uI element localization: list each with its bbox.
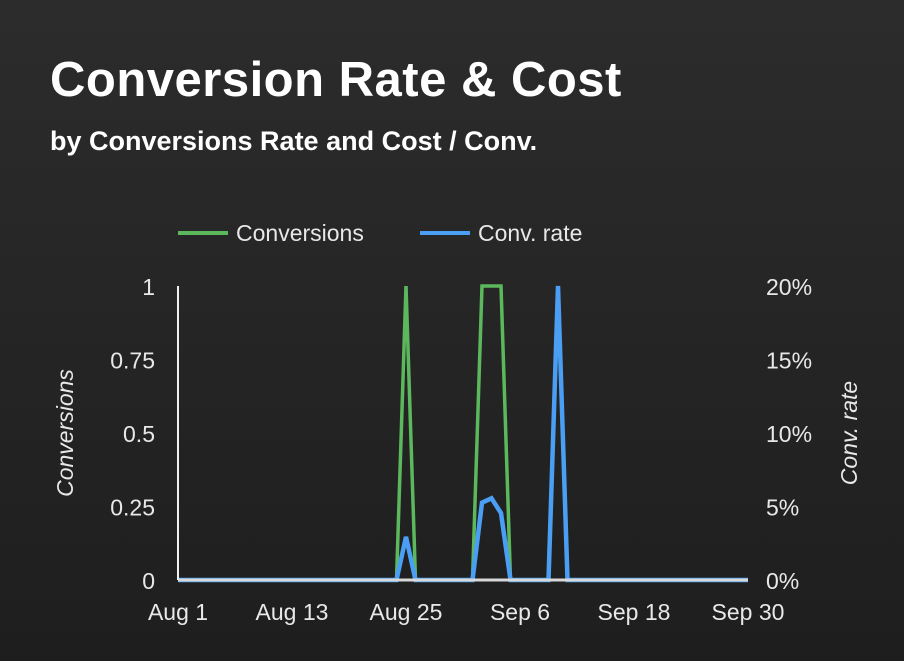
legend: Conversions Conv. rate	[178, 220, 582, 246]
x-tick-label: Aug 1	[148, 599, 208, 625]
x-tick-label: Aug 25	[370, 599, 443, 625]
legend-label: Conversions	[236, 220, 364, 246]
y-left-tick-label: 0	[142, 568, 155, 594]
y-right-tick-label: 0%	[766, 568, 799, 594]
y-right-tick-label: 10%	[766, 421, 812, 447]
page-subtitle: by Conversions Rate and Cost / Conv.	[50, 126, 538, 156]
y-right-tick-label: 20%	[766, 274, 812, 300]
y-left-tick-label: 0.75	[110, 348, 155, 374]
y-left-tick-label: 0.25	[110, 495, 155, 521]
x-tick-label: Sep 18	[598, 599, 671, 625]
legend-label: Conv. rate	[478, 220, 582, 246]
y-left-tick-label: 1	[142, 274, 155, 300]
x-tick-label: Sep 30	[712, 599, 785, 625]
x-tick-label: Aug 13	[256, 599, 329, 625]
y-left-axis-title: Conversions	[52, 369, 78, 497]
page-title: Conversion Rate & Cost	[50, 53, 622, 107]
series-line-conversions	[178, 284, 748, 582]
y-right-axis-title: Conv. rate	[836, 381, 862, 485]
series-line-conv-rate	[178, 285, 748, 583]
y-right-tick-label: 15%	[766, 348, 812, 374]
y-left-tick-label: 0.5	[123, 421, 155, 447]
y-right-tick-label: 5%	[766, 495, 799, 521]
x-tick-label: Sep 6	[490, 599, 550, 625]
